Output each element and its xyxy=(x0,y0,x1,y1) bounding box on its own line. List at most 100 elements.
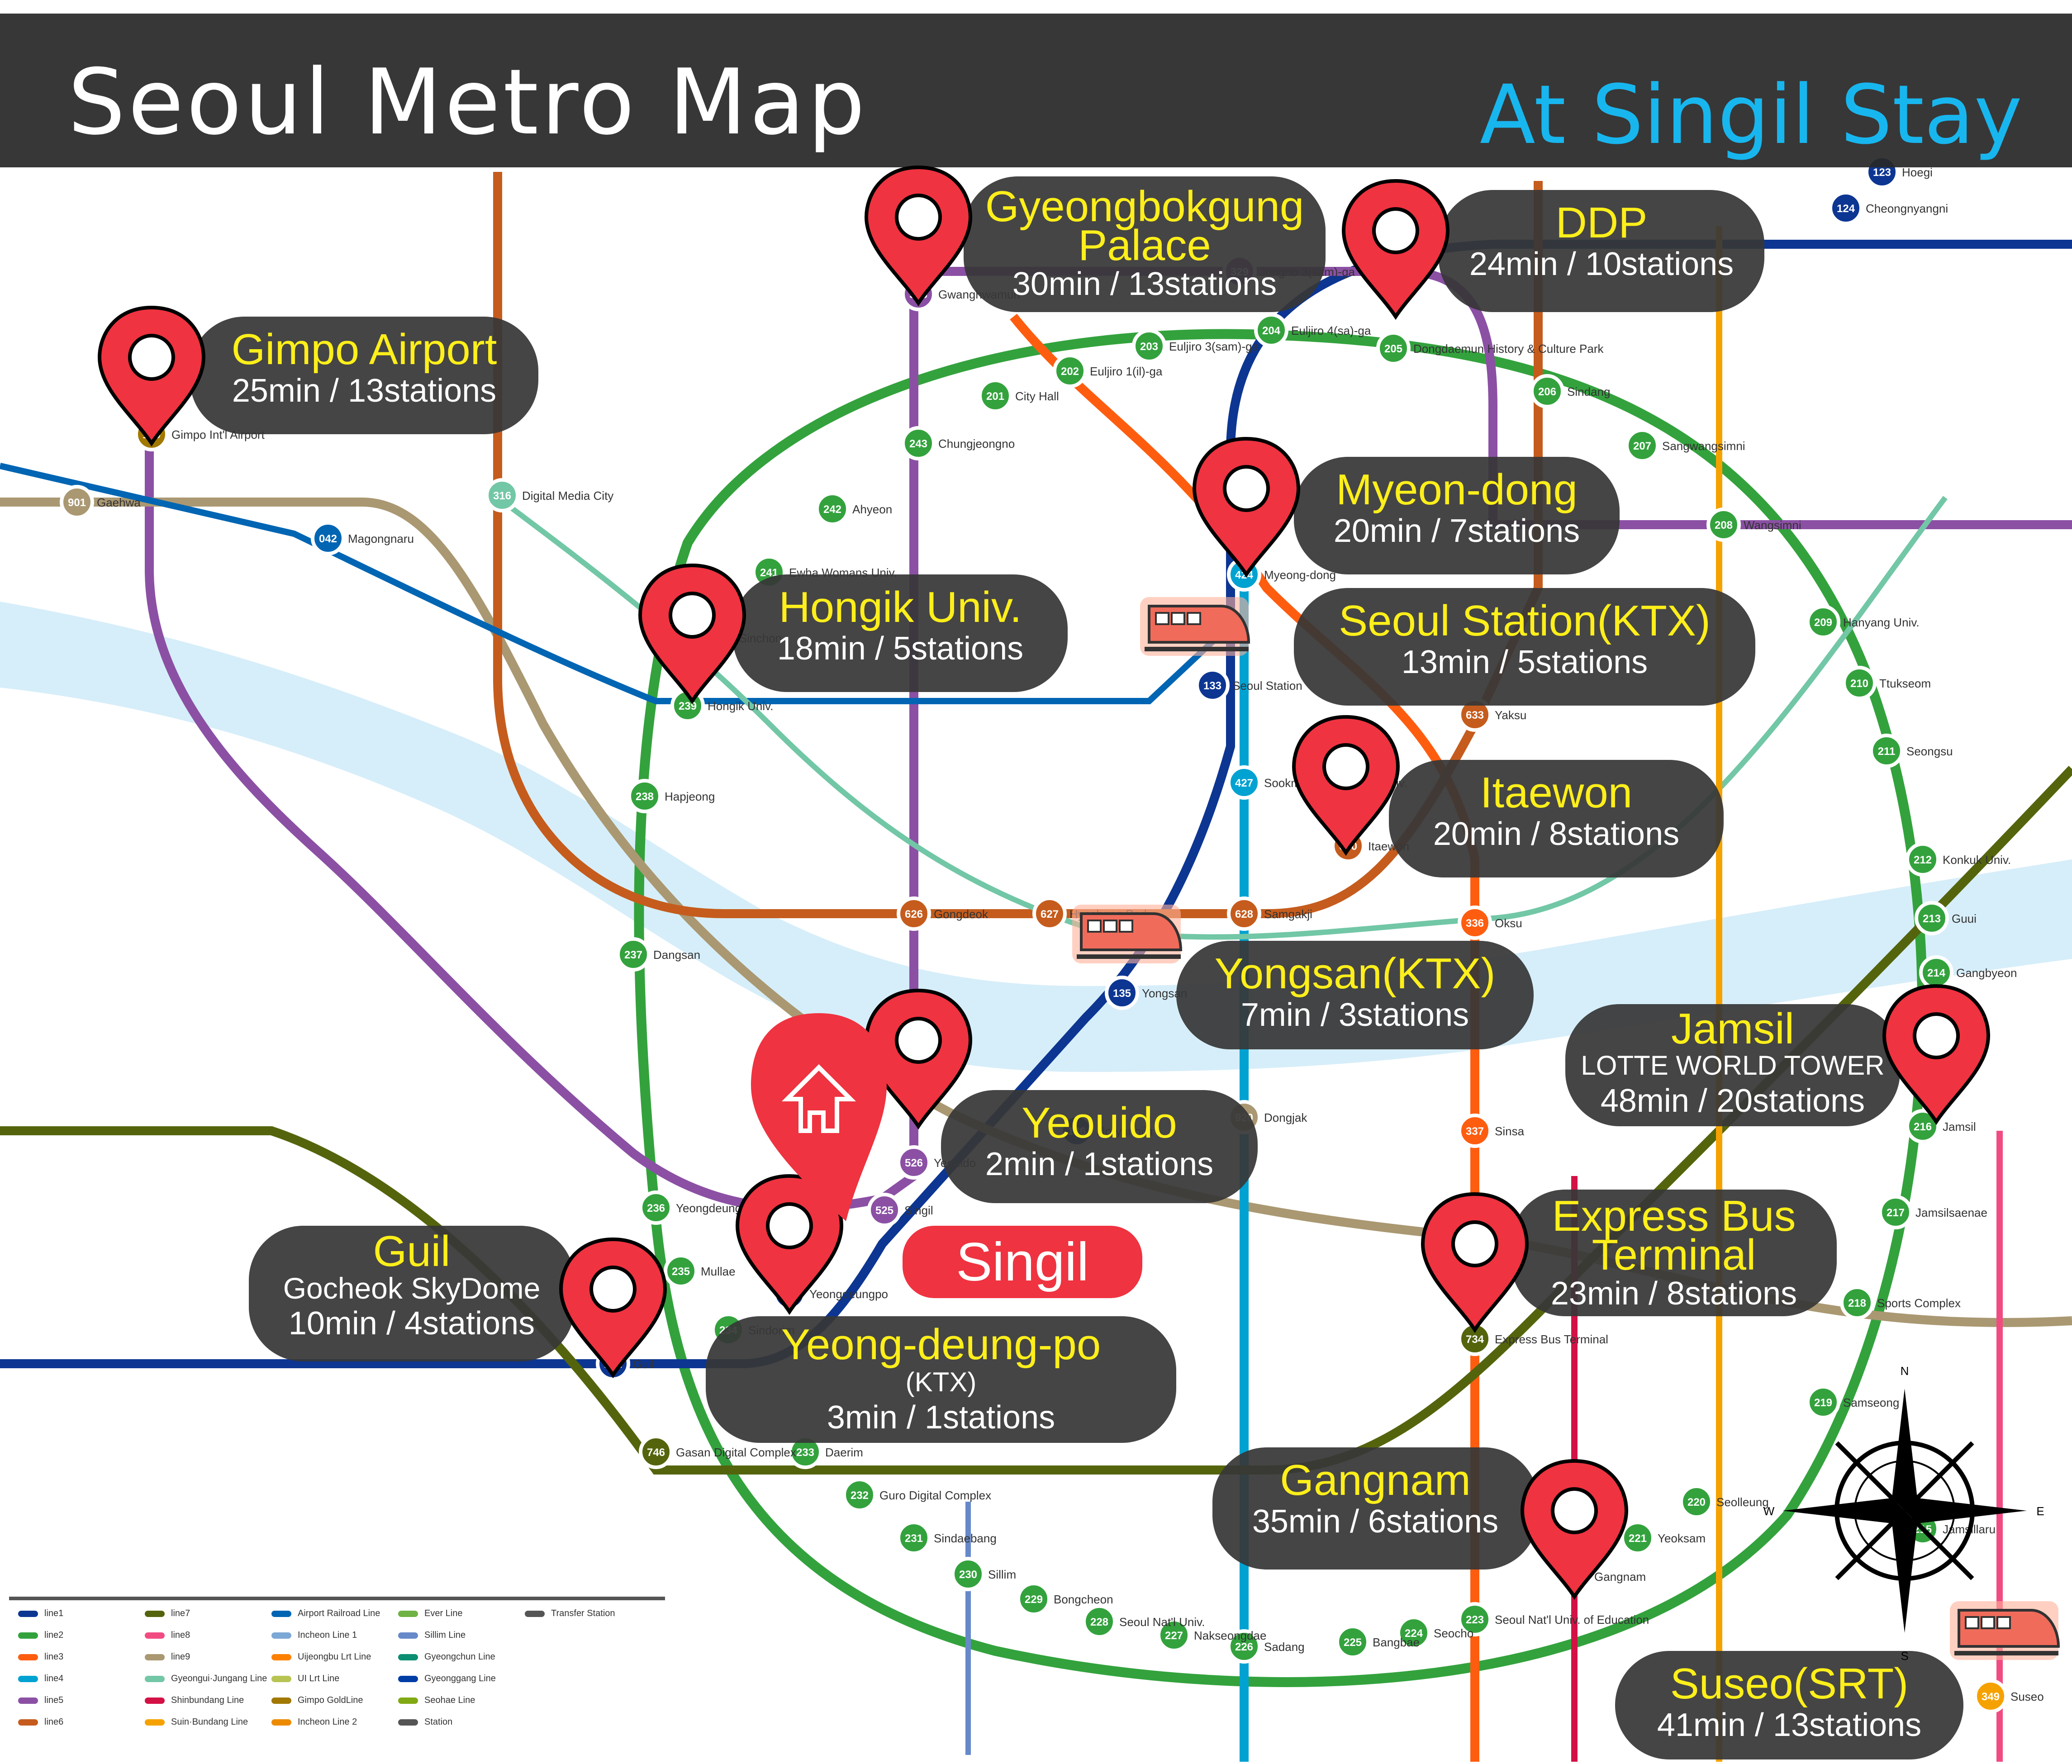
station-marker[interactable] xyxy=(1227,1629,1261,1664)
station-marker[interactable] xyxy=(1105,976,1139,1010)
station-316[interactable]: 316 Digital Media City xyxy=(485,478,613,512)
pin-gangnam[interactable] xyxy=(1522,1461,1626,1597)
station-marker[interactable] xyxy=(1806,605,1840,639)
station-213[interactable]: 213 Guui xyxy=(1915,901,1977,935)
station-336[interactable]: 336 Oksu xyxy=(1458,906,1522,940)
home-marker-icon[interactable] xyxy=(751,1013,887,1221)
station-237[interactable]: 237 Dangsan xyxy=(616,937,700,972)
station-marker[interactable] xyxy=(1806,1385,1840,1419)
station-210[interactable]: 210 Ttukseom xyxy=(1842,666,1931,700)
card-hongik[interactable]: Hongik Univ. 18min / 5stations xyxy=(733,574,1068,692)
station-marker[interactable] xyxy=(1458,1114,1492,1148)
pin-gyeongbokgung[interactable] xyxy=(866,167,970,303)
station-marker[interactable] xyxy=(1915,901,1949,935)
pin-gimpo[interactable] xyxy=(100,308,204,443)
station-marker[interactable] xyxy=(1053,354,1087,388)
station-marker[interactable] xyxy=(1621,1521,1655,1555)
station-211[interactable]: 211 Seongsu xyxy=(1869,734,1953,768)
station-626[interactable]: 626 Gongdeok xyxy=(897,896,988,931)
station-marker[interactable] xyxy=(485,478,519,512)
station-337[interactable]: 337 Sinsa xyxy=(1458,1114,1525,1148)
pin-itaewon[interactable] xyxy=(1294,717,1398,853)
station-424[interactable]: 424 Myeong-dong xyxy=(1227,557,1336,592)
station-marker[interactable] xyxy=(897,896,931,931)
pin-ddp[interactable] xyxy=(1344,181,1448,317)
station-232[interactable]: 232 Guro Digital Complex xyxy=(842,1478,991,1512)
station-marker[interactable] xyxy=(1017,1582,1051,1616)
station-marker[interactable] xyxy=(1973,1679,2008,1713)
station-242[interactable]: 242 Ahyeon xyxy=(815,492,892,526)
station-marker[interactable] xyxy=(1132,329,1166,363)
card-ddp[interactable]: DDP 24min / 10stations xyxy=(1439,190,1764,312)
station-628[interactable]: 628 Samgakji xyxy=(1227,896,1312,931)
station-230[interactable]: 230 Sillim xyxy=(951,1557,1016,1591)
station-marker[interactable] xyxy=(1335,1625,1370,1659)
pin-hongik[interactable] xyxy=(640,565,744,701)
pin-guil[interactable] xyxy=(561,1239,665,1375)
station-marker[interactable] xyxy=(627,779,662,813)
card-suseo[interactable]: Suseo(SRT) 41min / 13stations xyxy=(1615,1651,1963,1759)
pin-myeongdong[interactable] xyxy=(1194,439,1298,574)
station-212[interactable]: 212 Konkuk Univ. xyxy=(1906,842,2011,877)
station-746[interactable]: 746 Gasan Digital Complex xyxy=(639,1435,796,1469)
pin-jamsil[interactable] xyxy=(1884,986,1988,1122)
station-209[interactable]: 209 Hanyang Univ. xyxy=(1806,605,1920,639)
station-633[interactable]: 633 Yaksu xyxy=(1458,697,1526,732)
station-235[interactable]: 235 Mullae xyxy=(664,1254,736,1288)
station-marker[interactable] xyxy=(1227,765,1261,800)
station-marker[interactable] xyxy=(311,521,345,555)
station-220[interactable]: 220 Seolleung xyxy=(1679,1484,1769,1519)
station-marker[interactable] xyxy=(664,1254,698,1288)
station-marker[interactable] xyxy=(1878,1195,1913,1229)
station-241[interactable]: 241 Ewha Womans Univ. xyxy=(752,555,897,589)
station-marker[interactable] xyxy=(1869,734,1904,768)
station-229[interactable]: 229 Bongcheon xyxy=(1017,1582,1113,1616)
station-205[interactable]: 205 Dongdaemun History & Culture Park xyxy=(1376,331,1604,365)
station-231[interactable]: 231 Sindaebang xyxy=(897,1521,997,1555)
station-135[interactable]: 135 Yongsan xyxy=(1105,976,1187,1010)
station-219[interactable]: 219 Samseong xyxy=(1806,1385,1899,1419)
station-218[interactable]: 218 Sports Complex xyxy=(1840,1285,1961,1320)
card-itaewon[interactable]: Itaewon 20min / 8stations xyxy=(1389,760,1724,877)
station-marker[interactable] xyxy=(1157,1618,1191,1652)
station-marker[interactable] xyxy=(639,1190,673,1225)
station-marker[interactable] xyxy=(1032,896,1067,931)
station-217[interactable]: 217 Jamsilsaenae xyxy=(1878,1195,1987,1229)
station-349[interactable]: 349 Suseo xyxy=(1973,1679,2044,1713)
station-marker[interactable] xyxy=(1906,842,1940,877)
station-marker[interactable] xyxy=(1906,1109,1940,1143)
station-901[interactable]: 901 Gaehwa xyxy=(60,485,141,519)
card-yeongdeungpo[interactable]: Yeong-deung-po (KTX) 3min / 1stations xyxy=(706,1316,1176,1443)
card-expressbus[interactable]: Express Bus Terminal 23min / 8stations xyxy=(1511,1190,1837,1316)
station-221[interactable]: 221 Yeoksam xyxy=(1621,1521,1706,1555)
station-marker[interactable] xyxy=(1195,668,1230,702)
station-225[interactable]: 225 Bangbae xyxy=(1335,1625,1420,1659)
station-marker[interactable] xyxy=(1840,1285,1874,1320)
station-203[interactable]: 203 Euljiro 3(sam)-ga xyxy=(1132,329,1259,363)
station-marker[interactable] xyxy=(1679,1484,1714,1519)
station-216[interactable]: 216 Jamsil xyxy=(1906,1109,1976,1143)
station-206[interactable]: 206 Sindang xyxy=(1530,374,1610,408)
station-marker[interactable] xyxy=(1397,1616,1431,1650)
pin-expressbus[interactable] xyxy=(1423,1194,1527,1330)
card-gimpo[interactable]: Gimpo Airport 25min / 13stations xyxy=(190,317,538,434)
card-guil[interactable]: Guil Gocheok SkyDome 10min / 4stations xyxy=(249,1226,575,1361)
station-124[interactable]: 124 Cheongnyangni xyxy=(1829,191,1948,225)
station-marker[interactable] xyxy=(897,1521,931,1555)
station-marker[interactable] xyxy=(639,1435,673,1469)
card-gangnam[interactable]: Gangnam 35min / 6stations xyxy=(1212,1447,1538,1570)
card-yeouido[interactable]: Yeouido 2min / 1stations xyxy=(941,1090,1258,1203)
station-227[interactable]: 227 Nakseongdae xyxy=(1157,1618,1266,1652)
station-marker[interactable] xyxy=(1530,374,1564,408)
station-207[interactable]: 207 Sangwangsimni xyxy=(1625,428,1745,463)
card-yongsan[interactable]: Yongsan(KTX) 7min / 3stations xyxy=(1176,941,1534,1049)
station-marker[interactable] xyxy=(901,426,936,460)
station-734[interactable]: 734 Express Bus Terminal xyxy=(1458,1322,1608,1356)
station-201[interactable]: 201 City Hall xyxy=(978,379,1059,413)
station-marker[interactable] xyxy=(867,1193,902,1227)
station-marker[interactable] xyxy=(978,379,1012,413)
station-marker[interactable] xyxy=(60,485,94,519)
station-marker[interactable] xyxy=(1227,896,1261,931)
station-223[interactable]: 223 Seoul Nat'l Univ. of Education xyxy=(1458,1602,1649,1636)
station-marker[interactable] xyxy=(1082,1604,1117,1639)
